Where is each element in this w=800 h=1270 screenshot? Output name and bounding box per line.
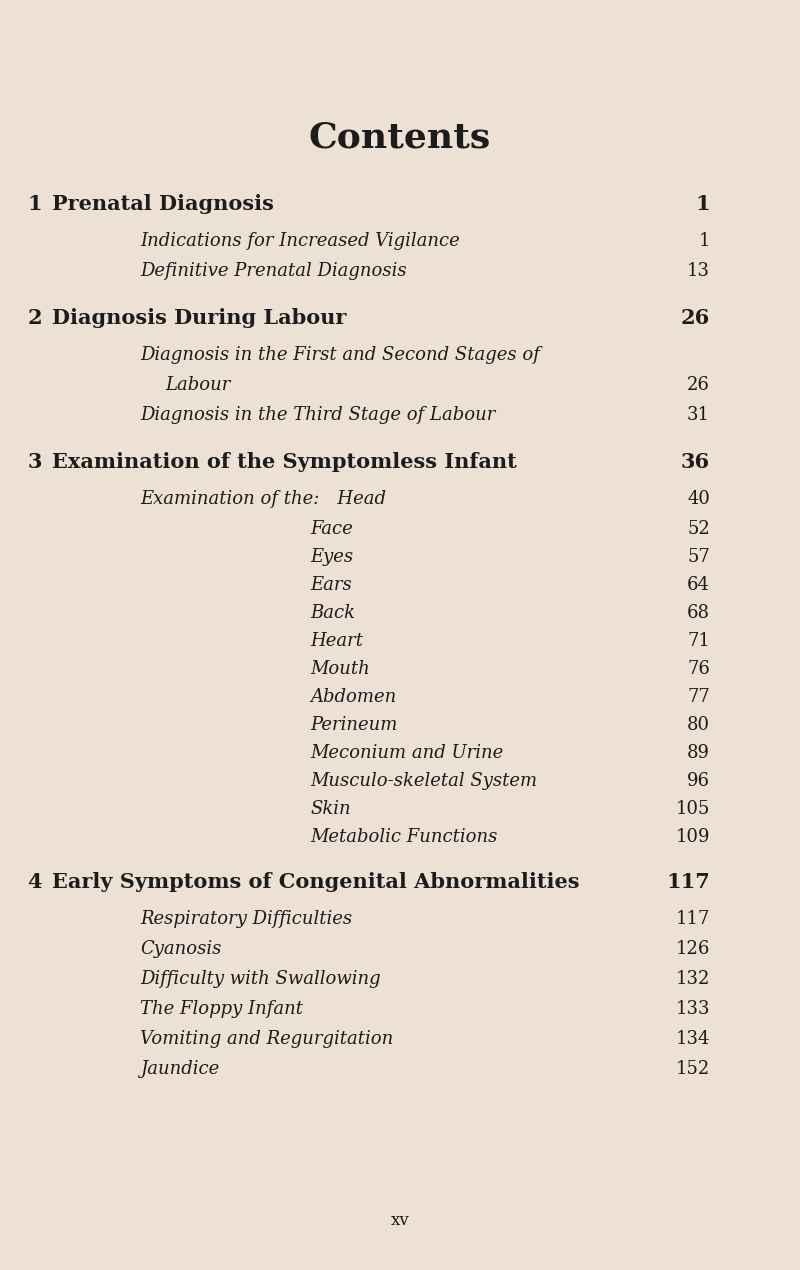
- Text: 57: 57: [687, 547, 710, 566]
- Text: Prenatal Diagnosis: Prenatal Diagnosis: [52, 194, 274, 215]
- Text: 64: 64: [687, 577, 710, 594]
- Text: Skin: Skin: [310, 800, 350, 818]
- Text: 80: 80: [687, 716, 710, 734]
- Text: Examination of the Symptomless Infant: Examination of the Symptomless Infant: [52, 452, 517, 472]
- Text: 152: 152: [676, 1060, 710, 1078]
- Text: Examination of the: Head: Examination of the: Head: [140, 490, 386, 508]
- Text: Abdomen: Abdomen: [310, 688, 396, 706]
- Text: 52: 52: [687, 519, 710, 538]
- Text: 2: 2: [27, 309, 42, 328]
- Text: 105: 105: [676, 800, 710, 818]
- Text: Face: Face: [310, 519, 353, 538]
- Text: 126: 126: [676, 940, 710, 958]
- Text: 132: 132: [676, 970, 710, 988]
- Text: Back: Back: [310, 605, 355, 622]
- Text: 68: 68: [687, 605, 710, 622]
- Text: 117: 117: [666, 872, 710, 892]
- Text: Heart: Heart: [310, 632, 363, 650]
- Text: Respiratory Difficulties: Respiratory Difficulties: [140, 911, 352, 928]
- Text: 40: 40: [687, 490, 710, 508]
- Text: 96: 96: [687, 772, 710, 790]
- Text: Labour: Labour: [165, 376, 230, 394]
- Text: Eyes: Eyes: [310, 547, 353, 566]
- Text: 1: 1: [698, 232, 710, 250]
- Text: Diagnosis in the First and Second Stages of: Diagnosis in the First and Second Stages…: [140, 345, 540, 364]
- Text: 89: 89: [687, 744, 710, 762]
- Text: 36: 36: [681, 452, 710, 472]
- Text: The Floppy Infant: The Floppy Infant: [140, 999, 303, 1019]
- Text: 76: 76: [687, 660, 710, 678]
- Text: Diagnosis During Labour: Diagnosis During Labour: [52, 309, 346, 328]
- Text: xv: xv: [390, 1212, 410, 1229]
- Text: Early Symptoms of Congenital Abnormalities: Early Symptoms of Congenital Abnormaliti…: [52, 872, 579, 892]
- Text: Metabolic Functions: Metabolic Functions: [310, 828, 498, 846]
- Text: 26: 26: [681, 309, 710, 328]
- Text: 3: 3: [27, 452, 42, 472]
- Text: Musculo-skeletal System: Musculo-skeletal System: [310, 772, 537, 790]
- Text: 31: 31: [687, 406, 710, 424]
- Text: Cyanosis: Cyanosis: [140, 940, 222, 958]
- Text: 26: 26: [687, 376, 710, 394]
- Text: Contents: Contents: [309, 121, 491, 155]
- Text: 1: 1: [695, 194, 710, 215]
- Text: Jaundice: Jaundice: [140, 1060, 219, 1078]
- Text: Ears: Ears: [310, 577, 352, 594]
- Text: Meconium and Urine: Meconium and Urine: [310, 744, 503, 762]
- Text: Perineum: Perineum: [310, 716, 398, 734]
- Text: 4: 4: [27, 872, 42, 892]
- Text: Diagnosis in the Third Stage of Labour: Diagnosis in the Third Stage of Labour: [140, 406, 495, 424]
- Text: Indications for Increased Vigilance: Indications for Increased Vigilance: [140, 232, 460, 250]
- Text: Difficulty with Swallowing: Difficulty with Swallowing: [140, 970, 381, 988]
- Text: 109: 109: [675, 828, 710, 846]
- Text: Definitive Prenatal Diagnosis: Definitive Prenatal Diagnosis: [140, 262, 406, 279]
- Text: 133: 133: [675, 999, 710, 1019]
- Text: 117: 117: [676, 911, 710, 928]
- Text: 71: 71: [687, 632, 710, 650]
- Text: Mouth: Mouth: [310, 660, 370, 678]
- Text: Vomiting and Regurgitation: Vomiting and Regurgitation: [140, 1030, 394, 1048]
- Text: 1: 1: [27, 194, 42, 215]
- Text: 134: 134: [676, 1030, 710, 1048]
- Text: 77: 77: [687, 688, 710, 706]
- Text: 13: 13: [687, 262, 710, 279]
